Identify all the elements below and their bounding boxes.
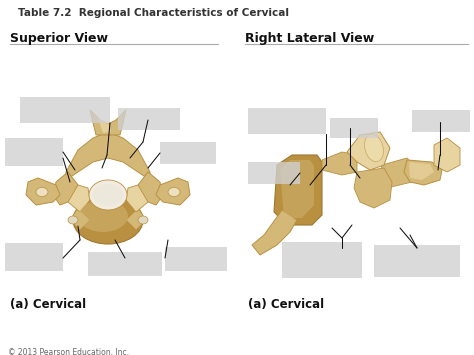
Text: © 2013 Pearson Education, Inc.: © 2013 Pearson Education, Inc. (8, 348, 129, 355)
Polygon shape (26, 178, 60, 205)
Bar (330, 118, 378, 138)
Bar (20, 97, 110, 123)
Bar (374, 245, 460, 277)
Ellipse shape (89, 180, 127, 210)
Ellipse shape (68, 216, 78, 224)
Ellipse shape (36, 187, 48, 197)
Polygon shape (126, 185, 148, 212)
Ellipse shape (365, 134, 383, 162)
Bar (160, 142, 216, 164)
Bar (248, 162, 300, 184)
Ellipse shape (168, 187, 180, 197)
Text: (a) Cervical: (a) Cervical (10, 298, 86, 311)
Text: Right Lateral View: Right Lateral View (245, 32, 374, 45)
Polygon shape (409, 162, 434, 180)
Bar (282, 242, 362, 278)
Polygon shape (53, 172, 78, 205)
Ellipse shape (73, 196, 143, 244)
Text: (a) Cervical: (a) Cervical (248, 298, 324, 311)
Polygon shape (404, 160, 442, 185)
Polygon shape (252, 210, 297, 255)
Polygon shape (380, 158, 417, 188)
Text: Table 7.2  Regional Characteristics of Cervical: Table 7.2 Regional Characteristics of Ce… (18, 8, 289, 18)
Bar (88, 252, 162, 276)
Polygon shape (138, 172, 163, 205)
Polygon shape (126, 208, 146, 230)
Polygon shape (280, 160, 314, 218)
Polygon shape (98, 118, 111, 133)
Bar (412, 110, 470, 132)
Ellipse shape (78, 200, 128, 232)
Polygon shape (274, 155, 322, 225)
Bar (248, 108, 326, 134)
Bar (118, 108, 180, 130)
Polygon shape (347, 132, 390, 170)
Polygon shape (66, 132, 150, 180)
Polygon shape (70, 208, 90, 230)
Polygon shape (68, 185, 90, 212)
Bar (165, 247, 227, 271)
Ellipse shape (138, 216, 148, 224)
Polygon shape (156, 178, 190, 205)
Ellipse shape (93, 184, 123, 206)
Bar (5, 138, 63, 166)
Text: Superior View: Superior View (10, 32, 108, 45)
Polygon shape (322, 152, 357, 175)
Polygon shape (354, 168, 392, 208)
Bar (5, 243, 63, 271)
Polygon shape (90, 110, 126, 135)
Polygon shape (434, 138, 460, 172)
